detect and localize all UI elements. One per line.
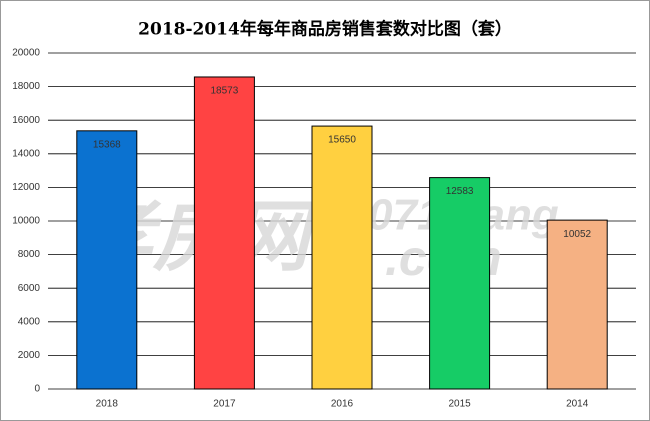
y-tick-label: 4000	[18, 316, 41, 327]
y-tick-label: 8000	[18, 249, 41, 260]
y-tick-label: 2000	[18, 350, 41, 361]
y-tick-label: 0	[34, 384, 40, 395]
bar	[429, 177, 491, 390]
data-label: 15650	[328, 135, 356, 146]
y-tick-label: 6000	[18, 283, 41, 294]
x-tick-label: 2014	[566, 399, 589, 410]
chart-title: 2018-2014年每年商品房销售套数对比图（套）	[138, 19, 512, 40]
x-tick-label: 2018	[96, 399, 119, 410]
data-label: 12583	[446, 186, 474, 197]
bar	[546, 219, 608, 390]
y-tick-label: 18000	[12, 81, 40, 92]
x-tick-label: 2015	[448, 399, 471, 410]
bar	[311, 125, 373, 390]
y-tick-label: 20000	[12, 48, 40, 59]
bar	[76, 130, 138, 390]
x-tick-label: 2017	[213, 399, 236, 410]
data-label: 10052	[563, 229, 591, 240]
y-tick-label: 10000	[12, 216, 40, 227]
data-label: 18573	[210, 86, 238, 97]
x-tick-label: 2016	[331, 399, 354, 410]
y-tick-label: 14000	[12, 148, 40, 159]
y-tick-label: 12000	[12, 182, 40, 193]
bar	[193, 76, 255, 390]
data-label: 15368	[93, 139, 121, 150]
y-tick-label: 16000	[12, 115, 40, 126]
